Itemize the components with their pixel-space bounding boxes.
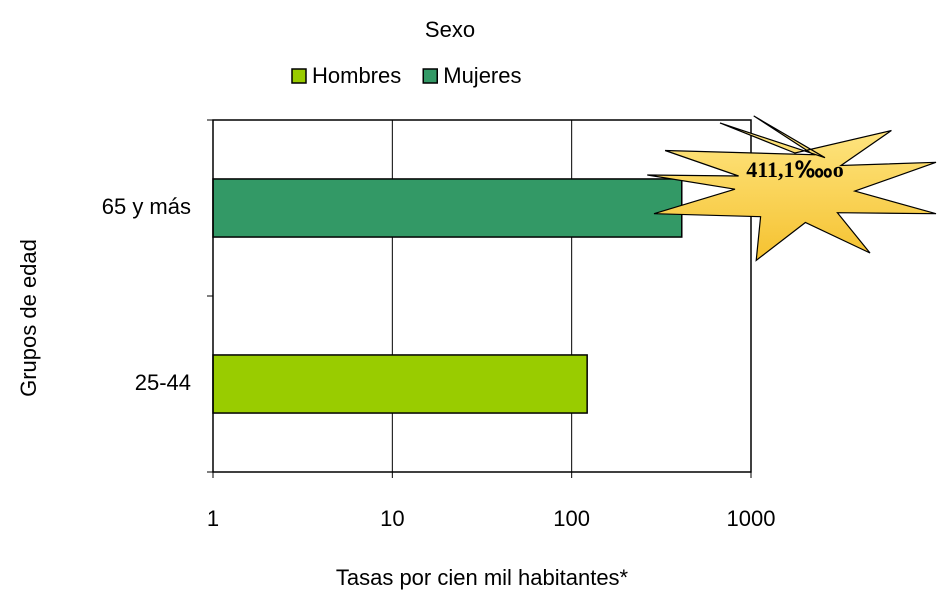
x-tick-label: 1000 [727, 506, 776, 531]
annotation-box: 411,1‱o [746, 157, 844, 182]
y-tick-label: 65 y más [102, 194, 191, 219]
x-tick-label: 100 [553, 506, 590, 531]
plot-border [212, 119, 752, 473]
plot-area [213, 120, 751, 472]
legend-swatch [422, 68, 438, 84]
x-tick-label: 1 [207, 506, 219, 531]
legend-title: Sexo [425, 17, 475, 42]
y-axis-label: Grupos de edad [16, 239, 41, 397]
bar [212, 354, 588, 414]
legend-label: Mujeres [443, 63, 521, 88]
y-tick-label: 25-44 [135, 370, 191, 395]
annotation-star [647, 115, 937, 262]
x-tick-label: 10 [380, 506, 404, 531]
legend-label: Hombres [312, 63, 401, 88]
x-axis-label: Tasas por cien mil habitantes* [336, 565, 629, 590]
annotation: 411,1‱o [746, 157, 844, 182]
bar [212, 178, 683, 238]
legend-swatch [291, 68, 307, 84]
